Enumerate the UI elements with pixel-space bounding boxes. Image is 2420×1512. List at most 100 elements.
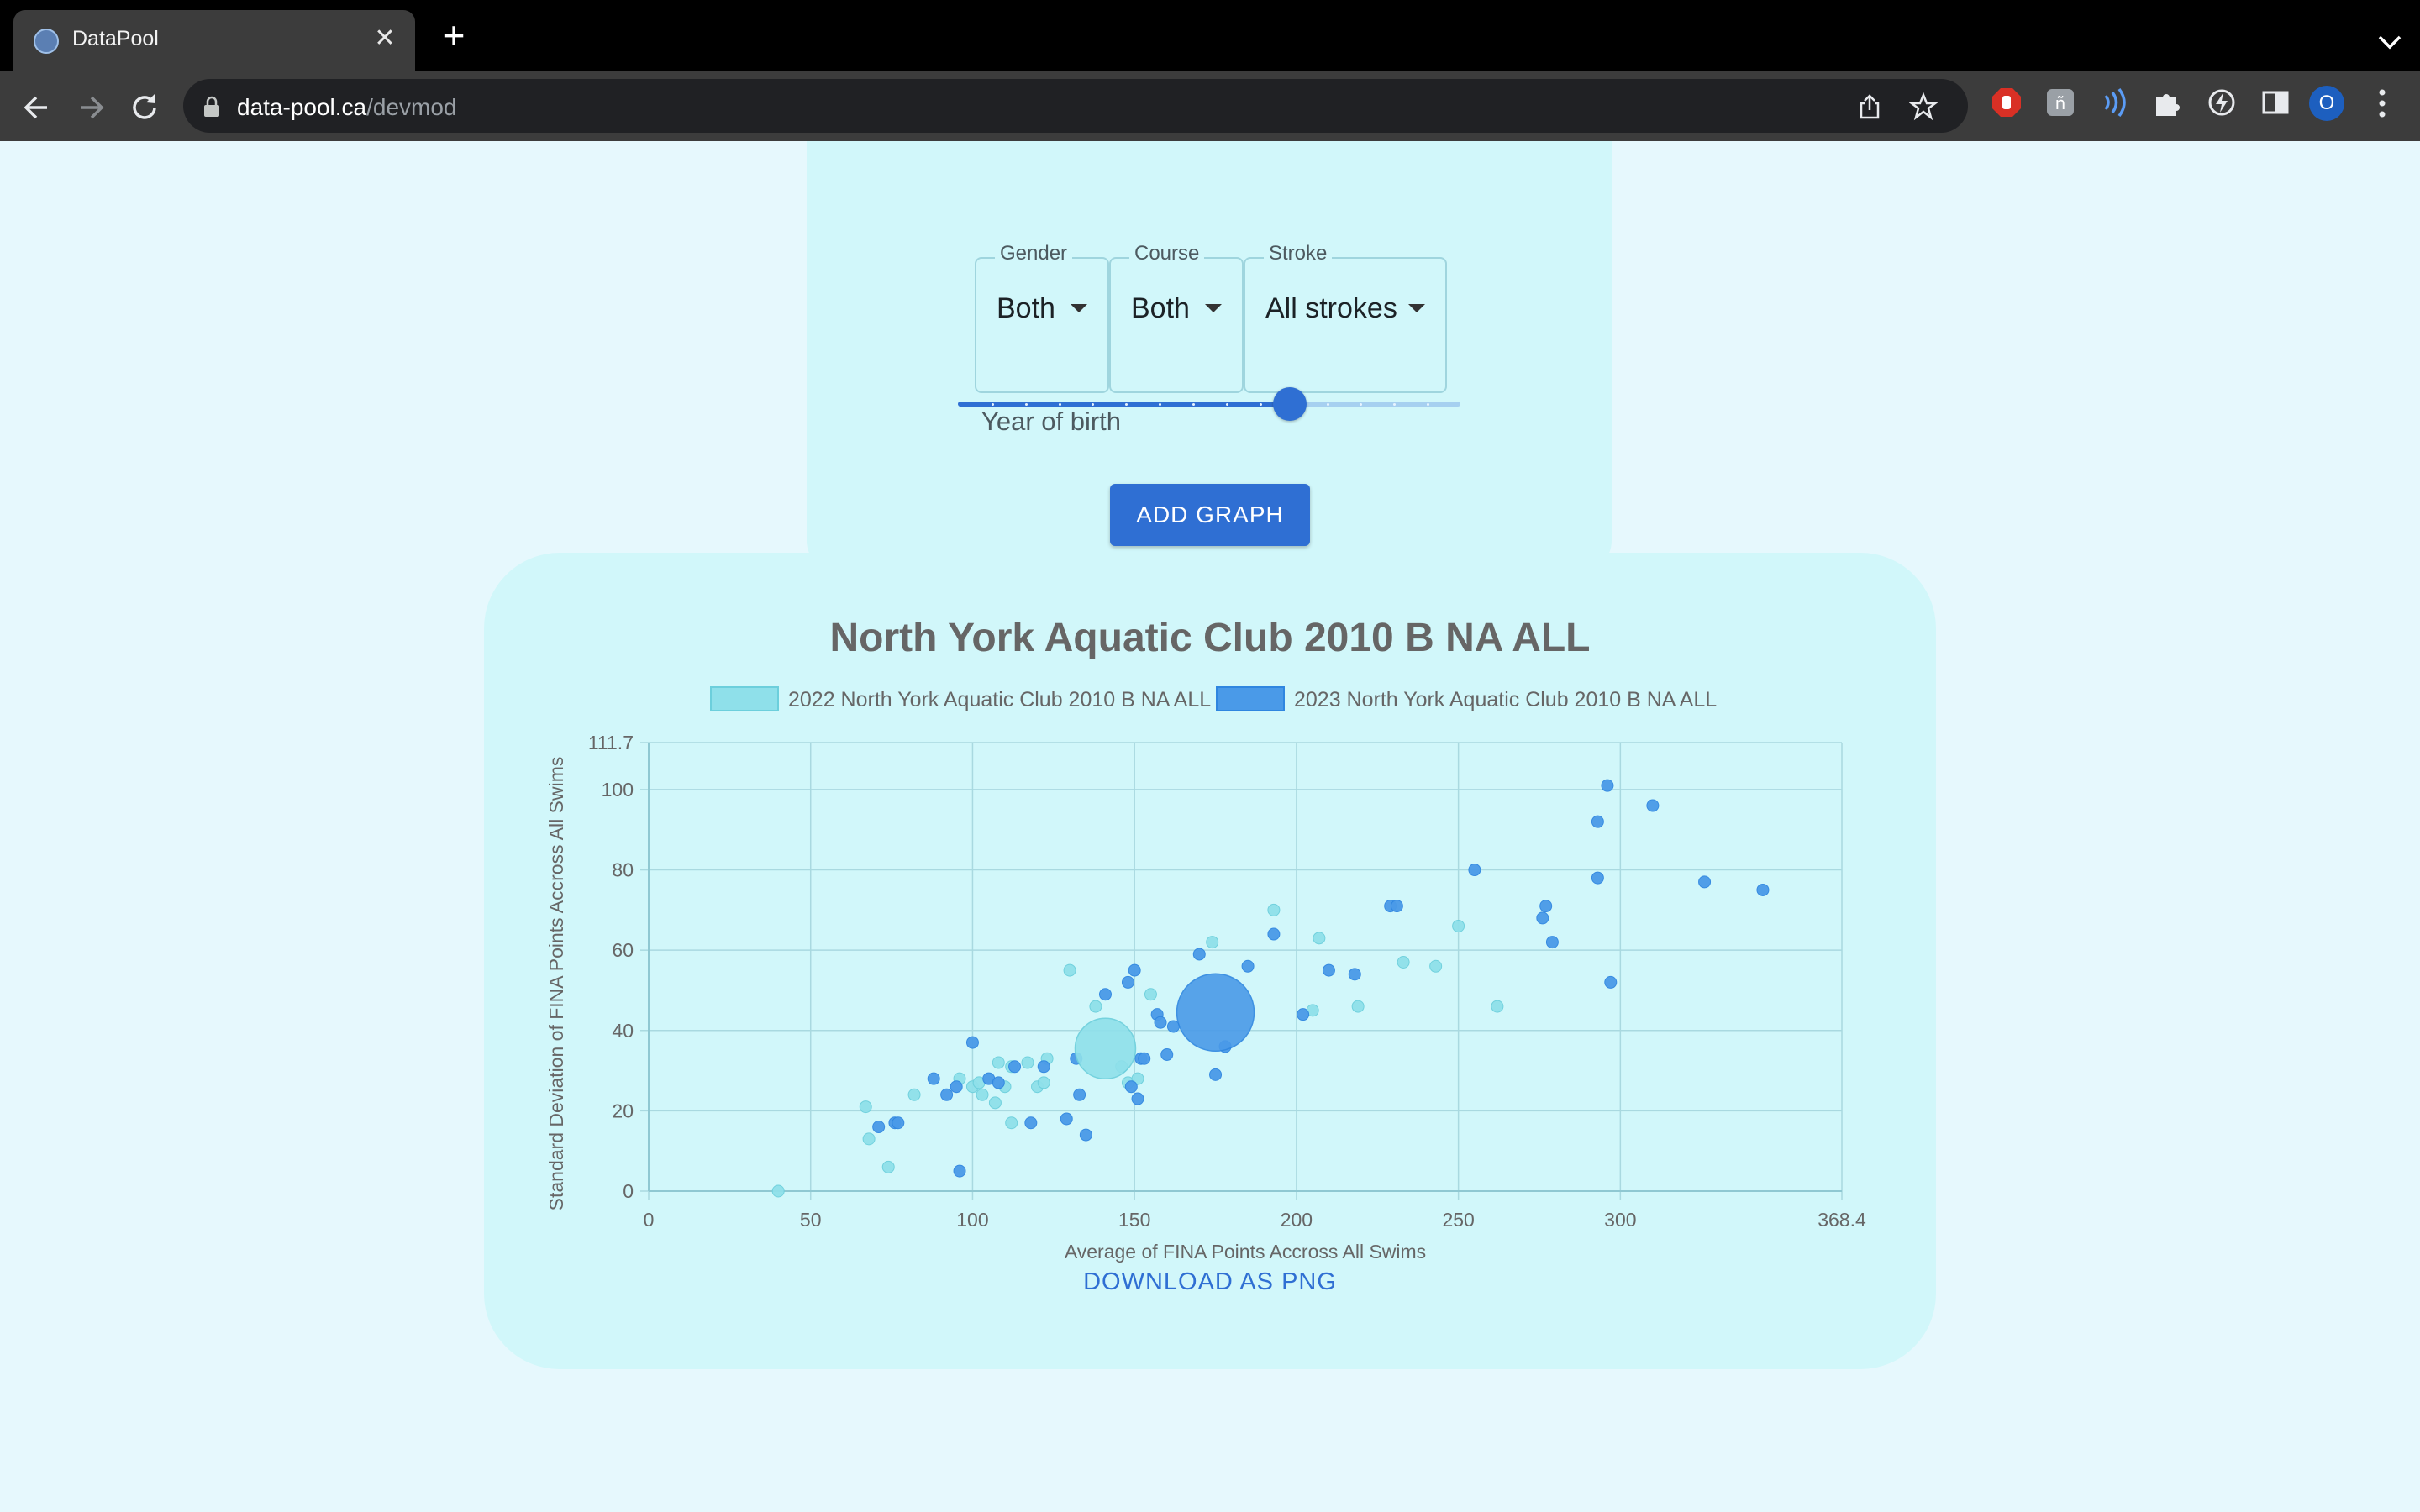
data-point [976, 1088, 989, 1101]
course-select[interactable]: Course Both [1109, 242, 1244, 393]
data-point [1267, 927, 1281, 941]
svg-text:ñ: ñ [2055, 93, 2066, 113]
slider-tick [1259, 403, 1262, 406]
data-point [908, 1088, 921, 1101]
gender-value: Both [997, 292, 1055, 324]
more-menu-icon[interactable] [2368, 84, 2396, 123]
course-value: Both [1131, 292, 1190, 324]
new-tab-icon[interactable]: + [442, 13, 466, 57]
data-point [940, 1088, 954, 1101]
data-point [1073, 1088, 1086, 1101]
x-tick-label: 300 [1604, 1209, 1636, 1231]
data-point [1545, 936, 1559, 949]
url-path: /devmod [366, 94, 457, 120]
data-point [1297, 1008, 1310, 1021]
slider-tick [1092, 403, 1095, 406]
read-aloud-extension-icon[interactable] [2097, 86, 2131, 119]
data-point [1397, 956, 1410, 969]
data-point [1005, 1116, 1018, 1130]
data-point [1646, 799, 1660, 812]
data-point [965, 1036, 979, 1049]
data-point [1241, 959, 1255, 973]
data-point [1591, 815, 1604, 828]
y-tick-label: 40 [612, 1020, 634, 1042]
data-point [1128, 963, 1141, 977]
bookmark-star-icon[interactable] [1909, 92, 1938, 121]
x-tick-label: 200 [1281, 1209, 1313, 1231]
url-text: data-pool.ca/devmod [237, 94, 457, 121]
graph-options-card: Gender Both Course Both Stroke All strok… [807, 141, 1612, 571]
tab-search-chevron-icon[interactable] [2373, 25, 2407, 59]
data-point [1160, 1047, 1174, 1061]
chart-title: North York Aquatic Club 2010 B NA ALL [829, 616, 1591, 660]
browser-tab[interactable]: DataPool ✕ [13, 10, 415, 71]
slider-tick [1393, 403, 1397, 406]
reload-icon[interactable] [124, 87, 165, 128]
slider-tick [1159, 403, 1162, 406]
x-axis-title: Average of FINA Points Accross All Swims [1065, 1241, 1426, 1263]
data-point [1209, 1068, 1223, 1081]
stroke-label: Stroke [1264, 242, 1333, 265]
data-point [1121, 975, 1134, 989]
tab-title: DataPool [72, 27, 159, 50]
extension-puzzle-tile-icon[interactable]: ñ [2044, 86, 2077, 119]
data-point [1267, 903, 1281, 916]
profile-avatar[interactable]: O [2309, 86, 2344, 121]
add-graph-button[interactable]: ADD GRAPH [1110, 484, 1310, 546]
data-point [1131, 1092, 1144, 1105]
data-point [1322, 963, 1335, 977]
tab-close-icon[interactable]: ✕ [374, 24, 396, 52]
data-point [892, 1116, 905, 1130]
back-arrow-icon[interactable] [17, 87, 57, 128]
extensions-puzzle-icon[interactable] [2151, 86, 2185, 119]
data-point [1313, 932, 1326, 945]
data-point [771, 1184, 785, 1198]
adblock-extension-icon[interactable] [1990, 86, 2023, 119]
data-point [1144, 988, 1157, 1001]
y-tick-label: 60 [612, 939, 634, 961]
y-tick-label: 80 [612, 859, 634, 881]
side-panel-icon[interactable] [2259, 86, 2292, 119]
data-point [1021, 1056, 1034, 1069]
gender-label: Gender [995, 242, 1073, 265]
forward-arrow-icon[interactable] [71, 87, 111, 128]
stroke-select[interactable]: Stroke All strokes [1244, 242, 1447, 393]
data-point [862, 1132, 876, 1146]
y-tick-label: 111.7 [588, 732, 634, 753]
data-point [1060, 1112, 1073, 1126]
data-point [1138, 1052, 1151, 1065]
chart-card: North York Aquatic Club 2010 B NA ALL 0 5… [484, 553, 1936, 1369]
x-tick-label: 150 [1118, 1209, 1150, 1231]
data-point [1468, 864, 1481, 877]
data-point [927, 1072, 940, 1085]
data-point [1037, 1060, 1050, 1074]
data-point [1008, 1060, 1022, 1074]
data-point [1756, 883, 1770, 896]
data-point [1098, 988, 1112, 1001]
slider-tick [1427, 403, 1430, 406]
caret-down-icon [1408, 304, 1425, 312]
slider-tick [991, 403, 994, 406]
year-of-birth-slider[interactable] [958, 387, 1460, 421]
summary-bubble [1074, 1017, 1137, 1080]
data-point [1089, 1000, 1102, 1013]
address-bar[interactable]: data-pool.ca/devmod [183, 79, 1968, 133]
data-point [1037, 1076, 1050, 1089]
slider-label: Year of birth [981, 407, 1122, 436]
lock-icon[interactable] [202, 96, 222, 118]
share-icon[interactable] [1855, 92, 1884, 121]
gender-select[interactable]: Gender Both [975, 242, 1109, 393]
data-point [1192, 948, 1206, 961]
data-point [1390, 900, 1403, 913]
caret-down-icon [1071, 304, 1087, 312]
slider-tick [1360, 403, 1363, 406]
data-point [1154, 1016, 1167, 1029]
x-tick-label: 50 [800, 1209, 822, 1231]
stroke-value: All strokes [1265, 292, 1397, 324]
slider-thumb[interactable] [1272, 387, 1307, 421]
performance-extension-icon[interactable] [2205, 86, 2238, 119]
data-point [1491, 1000, 1504, 1013]
download-png-link[interactable]: DOWNLOAD AS PNG [1083, 1268, 1337, 1295]
legend-swatch [1216, 686, 1285, 711]
x-tick-label: 250 [1442, 1209, 1474, 1231]
